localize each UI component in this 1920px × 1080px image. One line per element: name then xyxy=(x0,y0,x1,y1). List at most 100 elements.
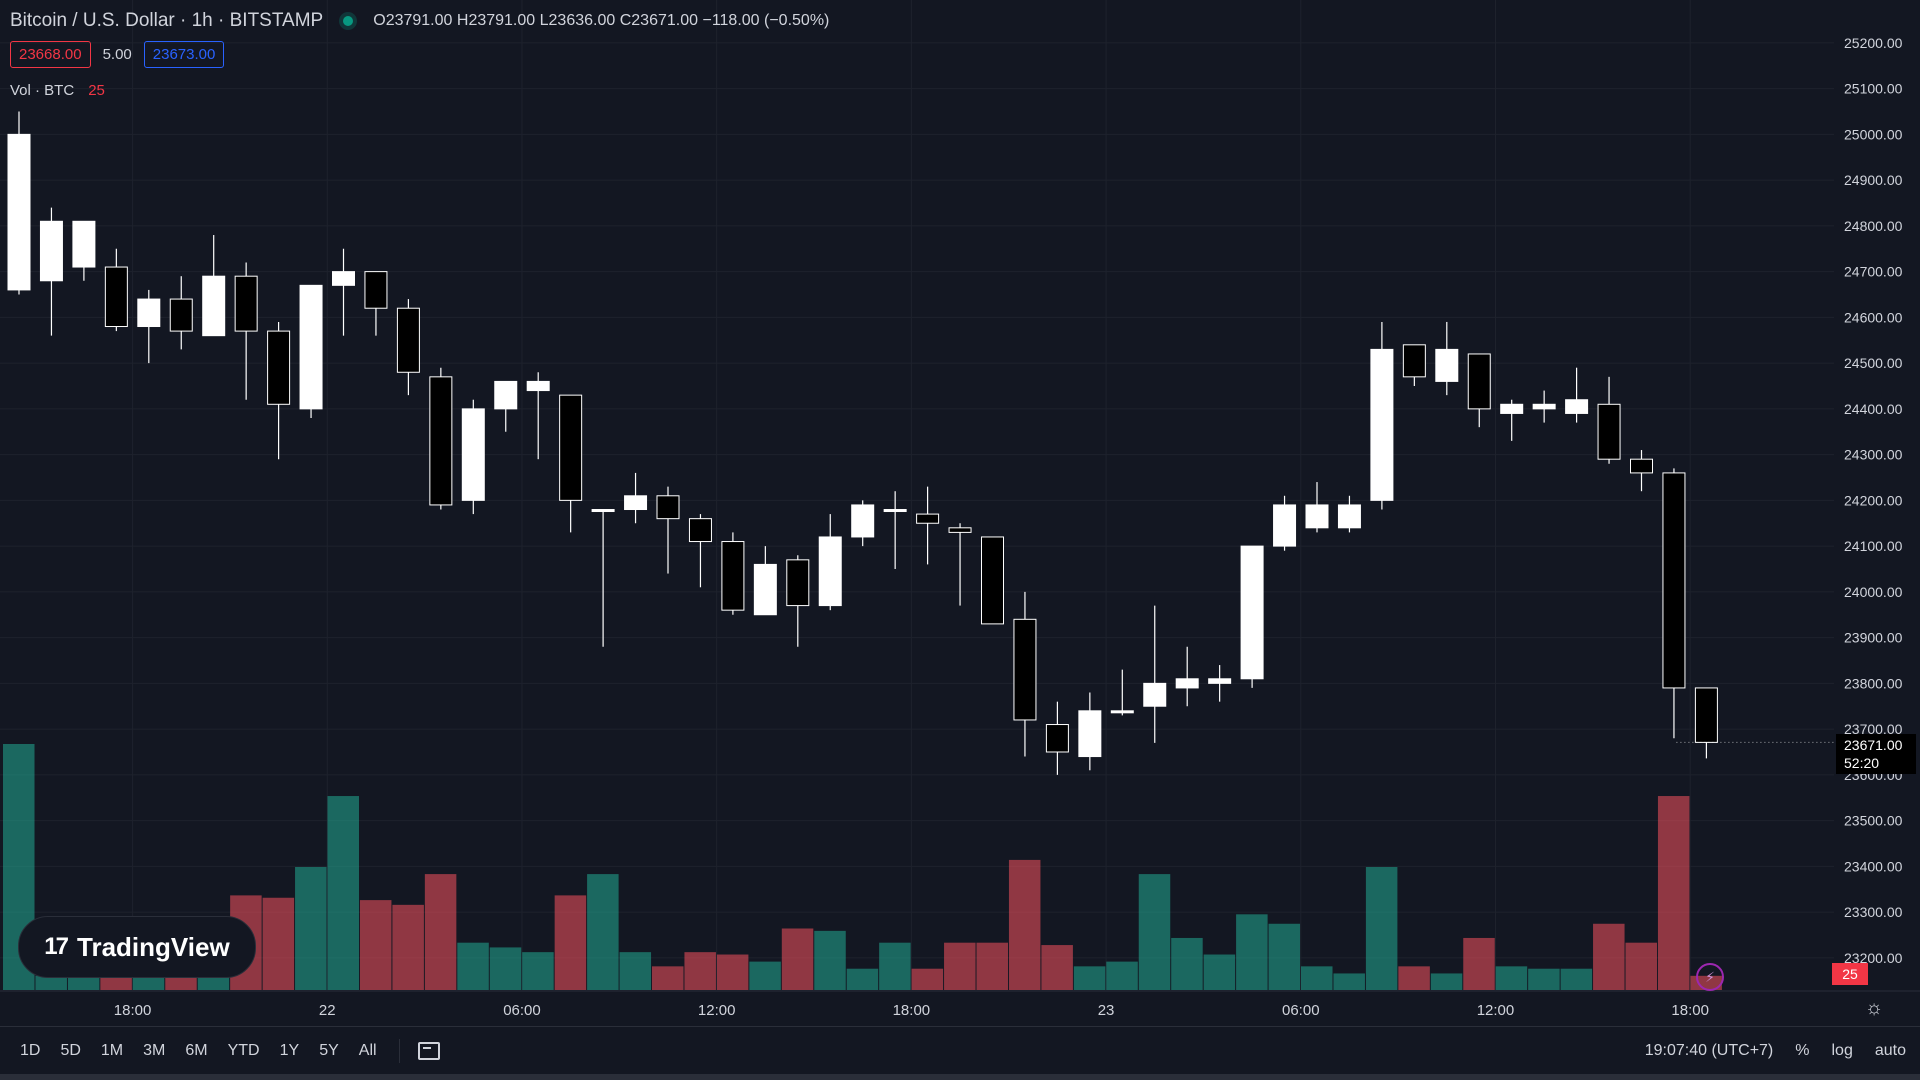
candle-body xyxy=(526,380,550,392)
volume-bar xyxy=(100,975,132,990)
candle-body xyxy=(7,133,31,291)
ohlc-values: O23791.00 H23791.00 L23636.00 C23671.00 … xyxy=(373,12,829,30)
candle-body xyxy=(1273,504,1297,547)
trade-buttons: 23668.00 5.00 23673.00 xyxy=(10,41,225,68)
y-tick-label: 24600.00 xyxy=(1844,309,1903,325)
range-1y[interactable]: 1Y xyxy=(279,1042,300,1059)
range-ytd[interactable]: YTD xyxy=(227,1042,260,1059)
volume-bar xyxy=(554,895,587,990)
x-tick-label: 22 xyxy=(319,1002,336,1019)
volume-bar xyxy=(197,975,230,990)
market-open-dot xyxy=(343,16,354,26)
volume-legend[interactable]: Vol · BTC 25 xyxy=(10,82,105,99)
close-value: 23671.00 xyxy=(631,12,699,29)
spread-value: 5.00 xyxy=(102,46,132,63)
tradingview-logo[interactable]: 17 TradingView xyxy=(18,916,256,978)
candle-body xyxy=(461,408,485,501)
range-1m[interactable]: 1M xyxy=(100,1042,124,1059)
volume-bar xyxy=(489,947,522,990)
volume-bar xyxy=(1657,796,1690,990)
candle-body xyxy=(656,495,680,520)
percent-scale-toggle[interactable]: % xyxy=(1795,1042,1810,1059)
candle-body xyxy=(299,284,323,410)
volume-bar xyxy=(619,952,652,990)
candle-body xyxy=(818,536,842,607)
candle-body xyxy=(169,298,193,332)
range-3m[interactable]: 3M xyxy=(143,1042,166,1059)
volume-bar xyxy=(457,942,489,990)
volume-bar xyxy=(1463,937,1495,990)
symbol-legend: Bitcoin / U.S. Dollar · 1h · BITSTAMP O2… xyxy=(10,10,829,32)
lightning-icon[interactable]: ⚡ xyxy=(1696,963,1724,991)
volume-legend-value: 25 xyxy=(88,82,105,99)
candle-body xyxy=(104,266,128,328)
x-tick-label: 18:00 xyxy=(893,1002,931,1019)
volume-bar xyxy=(1528,968,1560,990)
go-to-date-icon[interactable] xyxy=(417,1042,440,1060)
range-1d[interactable]: 1D xyxy=(20,1042,41,1059)
toolbar-divider xyxy=(398,1039,400,1063)
log-scale-toggle[interactable]: log xyxy=(1831,1042,1853,1059)
volume-bar xyxy=(1203,954,1236,990)
range-5d[interactable]: 5D xyxy=(60,1042,81,1059)
symbol-title[interactable]: Bitcoin / U.S. Dollar · 1h · BITSTAMP xyxy=(10,10,324,31)
volume-bar xyxy=(976,942,1008,990)
volume-bar xyxy=(1301,966,1333,990)
volume-bar xyxy=(1171,937,1203,990)
range-all[interactable]: All xyxy=(358,1042,377,1059)
candle-body xyxy=(202,275,226,337)
last-price-value: 23671.00 xyxy=(1844,737,1903,753)
open-value: 23791.00 xyxy=(385,12,453,29)
timezone-clock[interactable]: 19:07:40 (UTC+7) xyxy=(1644,1042,1774,1059)
candle-body xyxy=(753,563,777,616)
range-5y[interactable]: 5Y xyxy=(319,1042,339,1059)
volume-bar xyxy=(327,796,359,990)
x-tick-label: 06:00 xyxy=(503,1002,541,1019)
y-tick-label: 24300.00 xyxy=(1844,447,1903,463)
auto-scale-toggle[interactable]: auto xyxy=(1874,1042,1906,1059)
gear-icon[interactable]: ☼ xyxy=(1864,997,1884,1019)
candle-body xyxy=(1532,403,1556,410)
y-tick-label: 23700.00 xyxy=(1844,721,1903,737)
y-tick-label: 25100.00 xyxy=(1844,81,1903,97)
candle-body xyxy=(1370,348,1394,501)
y-tick-label: 23200.00 xyxy=(1844,950,1903,966)
volume-bar xyxy=(1560,968,1593,990)
candle-body xyxy=(851,504,875,538)
candle-body xyxy=(1402,344,1426,378)
candle-body xyxy=(948,527,972,533)
volume-bar xyxy=(1430,973,1463,990)
volume-bar xyxy=(587,874,619,990)
volume-bar xyxy=(132,975,165,990)
high-label: H xyxy=(456,12,469,29)
bottom-toolbar: 1D 5D 1M 3M 6M YTD 1Y 5Y All 19:07:40 (U… xyxy=(0,1026,1920,1075)
bottom-border xyxy=(0,1074,1920,1080)
candle-body xyxy=(1467,353,1491,410)
candle-body xyxy=(72,220,96,268)
candle-body xyxy=(916,513,940,524)
candle-body xyxy=(267,330,291,405)
buy-button[interactable]: 23673.00 xyxy=(143,41,225,68)
close-label: C xyxy=(619,12,632,29)
candle-body xyxy=(688,518,712,543)
volume-bar xyxy=(1008,859,1041,990)
candle-body xyxy=(1078,710,1102,758)
x-tick-label: 18:00 xyxy=(1671,1002,1709,1019)
volume-bar xyxy=(1041,945,1073,990)
sell-button[interactable]: 23668.00 xyxy=(10,41,91,68)
y-tick-label: 24100.00 xyxy=(1844,538,1903,554)
volume-bar xyxy=(165,975,197,990)
tradingview-logo-text: TradingView xyxy=(77,931,230,962)
volume-legend-label: Vol · BTC xyxy=(10,82,75,99)
y-tick-label: 23900.00 xyxy=(1844,630,1903,646)
y-tick-label: 25000.00 xyxy=(1844,126,1903,142)
candle-body xyxy=(1110,710,1134,714)
candle-body xyxy=(332,271,355,286)
range-6m[interactable]: 6M xyxy=(185,1042,208,1059)
y-tick-label: 24000.00 xyxy=(1844,584,1903,600)
candle-body xyxy=(1143,682,1167,707)
volume-bar xyxy=(716,954,749,990)
y-tick-label: 23800.00 xyxy=(1844,675,1903,691)
low-value: 23636.00 xyxy=(548,12,616,29)
